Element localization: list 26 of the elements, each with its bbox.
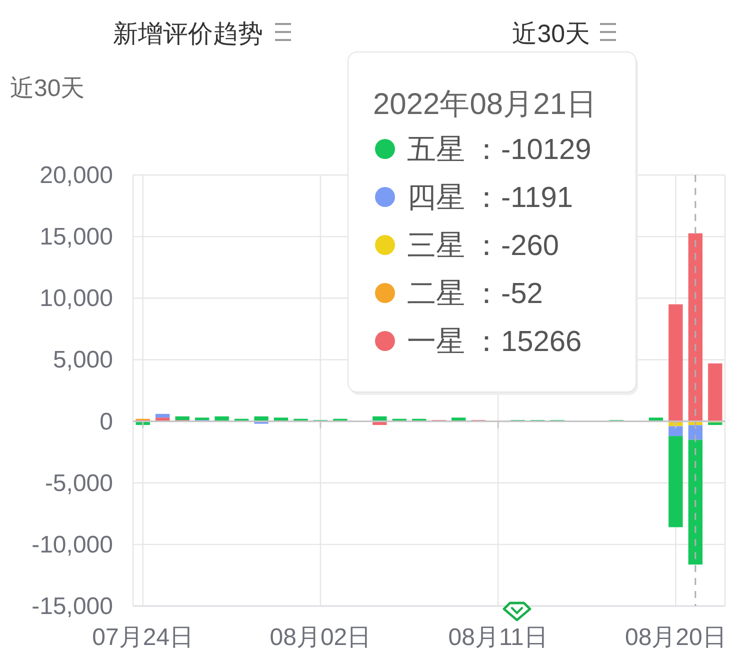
y-tick-label: 5,000 (52, 346, 113, 374)
x-tick-label: 07月24日 (92, 624, 194, 651)
legend-label: 一星 (407, 326, 465, 358)
text: 近30天 (512, 20, 590, 48)
annotation: ：-52 (472, 278, 543, 310)
legend-title: 2022年08月21日 (373, 88, 596, 121)
y-tick-label: 20,000 (40, 162, 113, 189)
y-tick-label: -5,000 (44, 470, 113, 497)
x-tick-label: 08月20日 (624, 624, 726, 651)
legend-label: 五星 (407, 134, 465, 166)
chart-subtitle: 近30天 (10, 75, 85, 102)
annotation: ：-260 (472, 230, 560, 262)
y-tick-label: -10,000 (32, 531, 113, 558)
x-tick-label: 08月11日 (448, 624, 548, 651)
y-tick-label: 0 (100, 408, 113, 436)
text: ：-10129 (472, 134, 592, 166)
y-tick-label: 10,000 (40, 285, 113, 312)
y-tick-label: -15,000 (32, 593, 113, 620)
annotation: ：15266 (472, 326, 582, 358)
x-tick-label: 08月02日 (270, 624, 372, 651)
chart-title: 新增评价趋势 (113, 20, 263, 48)
legend-label: 二星 (407, 278, 465, 310)
legend-label: 三星 (407, 230, 465, 262)
annotation: ：-1191 (472, 182, 574, 214)
legend-label: 四星 (407, 182, 465, 214)
y-tick-label: 15,000 (40, 224, 113, 251)
